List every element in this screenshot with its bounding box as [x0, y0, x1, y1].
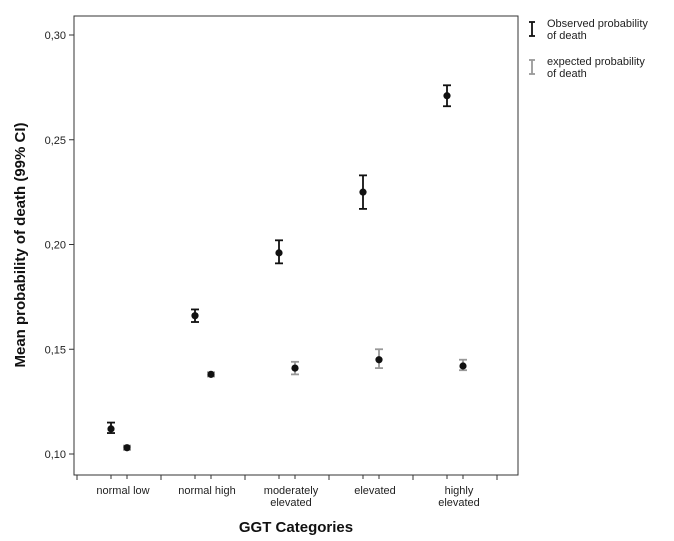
- x-tick-label-line: moderately: [264, 485, 319, 497]
- observed-point-group: [191, 308, 199, 323]
- x-tick-label-line: elevated: [438, 497, 480, 509]
- x-tick-label: highly elevated: [438, 485, 480, 509]
- x-tick-label: normal high: [178, 485, 235, 497]
- expected-point: [459, 362, 467, 370]
- x-axis-title: GGT Categories: [239, 519, 353, 536]
- x-tick-label: elevated: [354, 485, 396, 497]
- legend-label: Observed probability of death: [547, 18, 648, 42]
- y-axis: 0,10 0,15 0,20 0,25 0,30: [45, 30, 74, 461]
- legend-label-line: of death: [547, 68, 587, 80]
- legend-label-line: of death: [547, 30, 587, 42]
- observed-point: [275, 249, 283, 257]
- expected-point: [123, 444, 131, 452]
- x-tick-label: normal low: [96, 485, 149, 497]
- y-axis-title: Mean probability of death (99% CI): [12, 122, 29, 367]
- observed-point: [443, 92, 451, 100]
- expected-point-group: [123, 444, 131, 452]
- y-tick-label: 0,30: [45, 30, 66, 42]
- expected-point: [375, 356, 383, 364]
- observed-point: [107, 425, 115, 433]
- x-tick-label-line: normal high: [178, 485, 235, 497]
- observed-point: [359, 188, 367, 196]
- observed-point-group: [107, 421, 115, 434]
- observed-point-group: [275, 239, 283, 265]
- observed-point-group: [359, 174, 367, 210]
- legend-item: Observed probability of death: [529, 18, 648, 42]
- x-tick-label-line: elevated: [354, 485, 396, 497]
- x-tick-label-line: highly: [445, 485, 474, 497]
- legend-label: expected probability of death: [547, 56, 645, 80]
- expected-point: [207, 370, 215, 378]
- expected-point-group: [207, 370, 215, 378]
- expected-point-group: [459, 358, 467, 372]
- observed-point: [191, 312, 199, 320]
- y-tick-label: 0,25: [45, 135, 66, 147]
- x-axis: normal low normal high moderately elevatede…: [76, 475, 498, 509]
- plot-frame: [73, 15, 519, 476]
- legend-label-line: expected probability: [547, 56, 645, 68]
- y-tick-label: 0,15: [45, 344, 66, 356]
- x-tick-label-line: elevated: [270, 497, 312, 509]
- observed-point-group: [443, 84, 451, 108]
- x-tick-label-line: normal low: [96, 485, 149, 497]
- x-tick-label: moderately elevated: [264, 485, 319, 509]
- legend-label-line: Observed probability: [547, 18, 648, 30]
- data-marks: [107, 84, 467, 452]
- y-tick-label: 0,20: [45, 240, 66, 252]
- expected-point-group: [291, 360, 299, 376]
- expected-point-group: [375, 348, 383, 370]
- y-tick-label: 0,10: [45, 449, 66, 461]
- legend-item: expected probability of death: [529, 56, 645, 80]
- expected-point: [291, 364, 299, 372]
